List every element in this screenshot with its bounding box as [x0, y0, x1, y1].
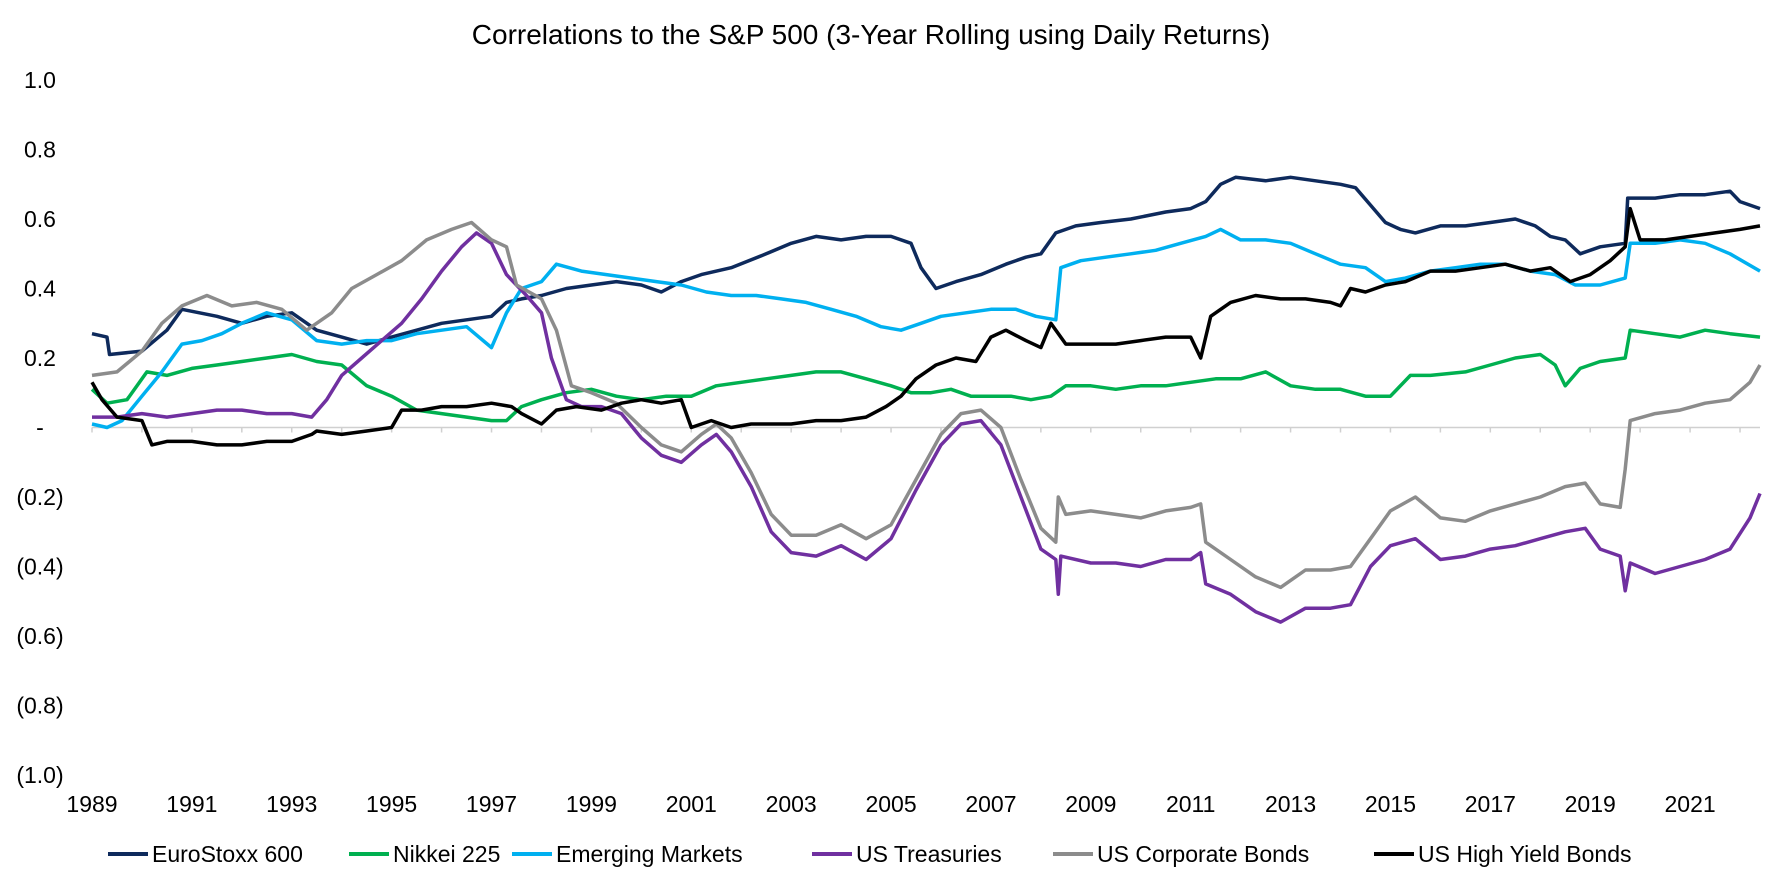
y-tick-label: (0.6)	[16, 623, 63, 649]
y-tick-label: (1.0)	[16, 762, 63, 788]
y-tick-label: (0.4)	[16, 554, 63, 580]
series-line-emerging-markets	[91, 227, 1761, 430]
x-tick-label: 2003	[766, 791, 817, 817]
x-tick-label: 2019	[1565, 791, 1616, 817]
x-tick-label: 1993	[266, 791, 317, 817]
x-tick-label: 2021	[1664, 791, 1715, 817]
legend: EuroStoxx 600 Nikkei 225 Emerging Markets U…	[108, 841, 1632, 867]
x-tick-label: 1999	[566, 791, 617, 817]
x-tick-label: 2009	[1065, 791, 1116, 817]
x-tick-label: 2017	[1465, 791, 1516, 817]
x-tick-label: 1995	[366, 791, 417, 817]
legend-label: EuroStoxx 600	[152, 841, 303, 867]
x-tick-label: 1989	[66, 791, 117, 817]
legend-label: US Treasuries	[856, 841, 1002, 867]
x-tick-label: 2015	[1365, 791, 1416, 817]
x-tick-label: 2013	[1265, 791, 1316, 817]
x-axis: 1989 1991 1993 1995 1997 1999 2001 2003 2005 2007…	[66, 426, 1760, 817]
y-tick-label: 0.6	[24, 206, 56, 232]
x-tick-label: 1991	[166, 791, 217, 817]
y-tick-label: (0.8)	[16, 693, 63, 719]
x-tick-label: 1997	[466, 791, 517, 817]
x-tick-label: 2007	[965, 791, 1016, 817]
legend-label: US High Yield Bonds	[1418, 841, 1632, 867]
x-tick-label: 2011	[1166, 791, 1215, 817]
series-line-us-high-yield-bonds	[90, 206, 1761, 447]
y-tick-label: 1.0	[24, 67, 56, 93]
series-line-nikkei-225	[90, 328, 1761, 423]
legend-label: Nikkei 225	[393, 841, 500, 867]
y-tick-label: 0.8	[24, 137, 56, 163]
plot-area	[90, 175, 1762, 624]
chart-title: Correlations to the S&P 500 (3-Year Roll…	[472, 19, 1270, 50]
legend-label: US Corporate Bonds	[1097, 841, 1309, 867]
y-tick-label: -	[36, 415, 44, 441]
series-line-eurostoxx-600	[91, 175, 1761, 357]
series-line-us-treasuries	[92, 231, 1762, 624]
x-tick-label: 2005	[865, 791, 916, 817]
y-axis: 1.0 0.8 0.6 0.4 0.2 - (0.2) (0.4) (0.6) (0.8) (1.0…	[16, 67, 63, 788]
y-tick-label: 0.2	[24, 345, 56, 371]
y-tick-label: 0.4	[24, 276, 56, 302]
y-tick-label: (0.2)	[16, 484, 63, 510]
series-line-us-corporate-bonds	[91, 220, 1762, 590]
x-tick-label: 2001	[666, 791, 717, 817]
legend-label: Emerging Markets	[556, 841, 743, 867]
